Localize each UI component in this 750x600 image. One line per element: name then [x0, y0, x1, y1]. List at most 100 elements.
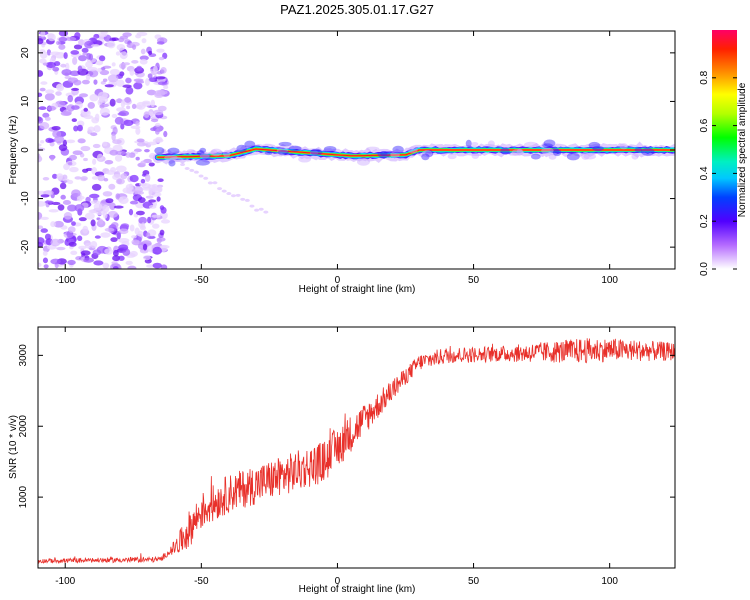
spectrogram-noise-blob [95, 60, 104, 66]
spectrogram-tone-halo [244, 140, 256, 149]
spectrogram-tone-halo [471, 152, 480, 159]
spectrogram-noise-blob [85, 212, 95, 220]
spectrogram-tone-halo [199, 147, 207, 154]
spectrogram-tone-halo [516, 148, 523, 156]
spectrogram-noise-blob [150, 118, 159, 123]
spectrogram-noise-blob [65, 62, 70, 71]
spectrogram-noise-blob [140, 160, 147, 165]
colorbar-label: Normalized spectral amplitude [737, 82, 748, 217]
spectrogram-noise-blob [123, 119, 134, 127]
spectrogram-noise-blob [156, 238, 162, 244]
spectrogram-noise-blob [155, 76, 166, 80]
spectrogram-noise-blob [43, 264, 49, 269]
spectrogram-tail-blob [198, 174, 204, 178]
spectrogram-noise-blob [78, 55, 87, 62]
spectrogram-noise-blob [109, 149, 119, 156]
spectrogram-noise-blob [71, 221, 76, 226]
spectrogram-tail-blob [207, 181, 213, 185]
spectrogram-noise-blob [129, 174, 139, 183]
spectrogram-tail-blob [244, 198, 250, 202]
spectrogram-noise-blob [77, 235, 83, 242]
spectrogram-tone-halo [309, 150, 319, 156]
spectrogram-tone-halo [199, 153, 211, 159]
spectrogram-noise-blob [52, 66, 60, 72]
spectrogram-noise-blob [146, 89, 157, 96]
spectrogram-noise-blob [67, 95, 74, 103]
spectrogram-noise-blob [93, 260, 104, 266]
spectrogram-noise-blob [66, 139, 76, 144]
spectrogram-noise-blob [70, 50, 80, 55]
spectrogram-noise-blob [148, 50, 153, 55]
spectrogram-tail-blob [193, 170, 199, 174]
spectrogram-tail-blob [254, 208, 260, 212]
spectrogram-noise-blob [63, 52, 68, 60]
spectrogram-noise-blob [90, 209, 97, 214]
spectrogram-noise-blob [102, 204, 110, 213]
spectrogram-noise-blob [115, 178, 125, 185]
spectrogram-tone-halo [264, 150, 273, 156]
spectrogram-noise-blob [135, 156, 140, 161]
spectrogram-noise-blob [128, 208, 134, 216]
spectrogram-x-tick-label: 50 [468, 275, 480, 286]
spectrogram-noise-blob [65, 36, 77, 42]
spectrogram-noise-blob [74, 176, 82, 180]
spectrogram-noise-blob [142, 243, 148, 251]
spectrogram-noise-blob [135, 127, 141, 135]
spectrogram-noise-blob [93, 79, 98, 85]
spectrogram-noise-blob [40, 31, 46, 38]
spectrogram-noise-blob [107, 74, 119, 83]
spectrogram-noise-blob [71, 118, 77, 122]
spectrogram-tone-halo [592, 145, 604, 152]
spectrogram-noise-blob [39, 122, 50, 130]
spectrogram-noise-blob [119, 51, 128, 60]
spectrogram-noise-blob [147, 141, 157, 146]
spectrogram-noise-blob [115, 165, 127, 173]
spectrogram-noise-blob [113, 205, 124, 209]
spectrogram-noise-blob [60, 194, 66, 200]
snr-x-tick-label: 50 [468, 576, 480, 587]
spectrogram-noise-blob [39, 58, 47, 64]
spectrogram-noise-blob [38, 262, 42, 268]
spectrogram-noise-blob [157, 178, 164, 183]
spectrogram-noise-blob [133, 148, 142, 153]
spectrogram-noise-blob [73, 44, 83, 50]
spectrogram-tone-halo [421, 153, 430, 161]
spectrogram-noise-blob [81, 79, 90, 85]
spectrogram-noise-blob [135, 34, 142, 39]
spectrogram-noise-blob [42, 257, 48, 264]
spectrogram-noise-blob [83, 257, 95, 263]
spectrogram-noise-blob [44, 93, 55, 101]
spectrogram-tone-halo [552, 149, 562, 157]
spectrogram-noise-blob [83, 107, 89, 112]
spectrogram-noise-blob [109, 68, 120, 76]
spectrogram-noise-blob [70, 250, 78, 256]
spectrogram-noise-blob [130, 125, 141, 130]
spectrogram-noise-blob [70, 105, 80, 110]
spectrogram-noise-blob [74, 204, 85, 212]
spectrogram-noise-blob [131, 239, 140, 245]
spectrogram-noise-blob [40, 228, 48, 233]
spectrogram-noise-blob [76, 197, 83, 202]
spectrogram-noise-blob [83, 157, 88, 162]
spectrogram-noise-blob [147, 73, 153, 79]
spectrogram-noise-blob [97, 153, 104, 161]
spectrogram-noise-blob [47, 138, 56, 143]
spectrogram-tail-blob [263, 210, 269, 214]
spectrogram-noise-blob [127, 265, 137, 269]
spectrogram-tail-blob [180, 163, 186, 167]
spectrogram-tone-halo [619, 143, 628, 150]
spectrogram-noise-blob [152, 246, 163, 255]
spectrogram-noise-blob [79, 93, 89, 98]
spectrogram-noise-blob [97, 174, 106, 182]
spectrogram-noise-blob [151, 214, 161, 218]
spectrogram-tone-halo [310, 148, 323, 156]
spectrogram-tone-halo [425, 149, 434, 157]
spectrogram-tone-layer [157, 148, 675, 158]
spectrogram-noise-blob [38, 38, 44, 45]
spectrogram-noise-blob [135, 104, 143, 109]
spectrogram-noise-blob [100, 232, 111, 238]
spectrogram-tone-halo [390, 151, 400, 159]
spectrogram-noise-blob [90, 219, 96, 227]
spectrogram-noise-blob [51, 201, 61, 206]
